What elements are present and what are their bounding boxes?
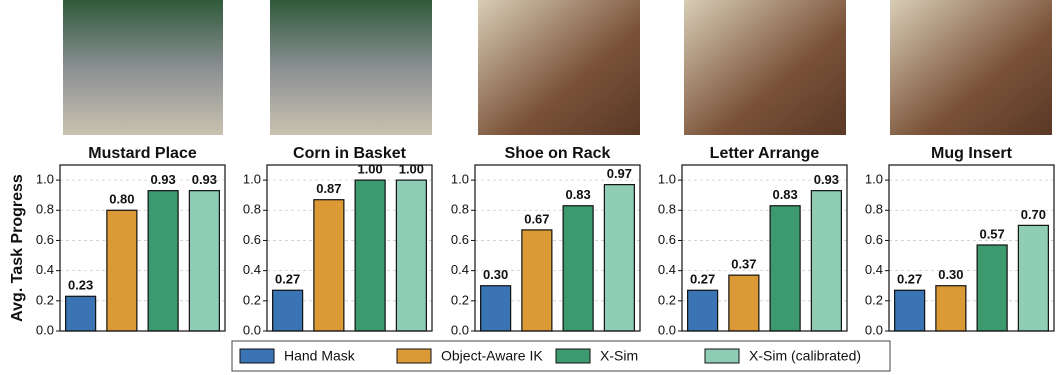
bar bbox=[480, 285, 512, 332]
bar bbox=[106, 209, 138, 332]
value-label: 0.93 bbox=[192, 172, 217, 187]
axes-frame bbox=[59, 164, 226, 332]
value-label: 0.23 bbox=[68, 278, 93, 293]
bar bbox=[769, 205, 801, 332]
photo bbox=[478, 0, 640, 135]
bar bbox=[354, 179, 386, 332]
y-tick-label: 1.0 bbox=[243, 172, 261, 187]
y-tick-label: 1.0 bbox=[658, 172, 676, 187]
y-tick-label: 1.0 bbox=[865, 172, 883, 187]
axes-frame bbox=[266, 164, 433, 332]
value-label: 1.00 bbox=[357, 162, 382, 177]
bar bbox=[728, 274, 760, 332]
bar bbox=[935, 285, 967, 332]
value-label: 0.27 bbox=[897, 272, 922, 287]
value-label: 0.37 bbox=[731, 257, 756, 272]
value-label: 0.30 bbox=[938, 267, 963, 282]
y-tick-label: 0.4 bbox=[243, 262, 261, 277]
chart-title: Letter Arrange bbox=[710, 145, 820, 162]
y-tick-label: 0.2 bbox=[451, 292, 469, 307]
bar bbox=[1017, 224, 1049, 332]
y-tick-label: 0.0 bbox=[451, 322, 469, 337]
photo bbox=[684, 0, 846, 135]
value-label: 0.87 bbox=[316, 181, 341, 196]
y-tick-label: 0.4 bbox=[865, 262, 883, 277]
photo bbox=[63, 0, 223, 135]
value-label: 0.80 bbox=[109, 192, 134, 207]
chart-title: Mug Insert bbox=[931, 145, 1013, 162]
value-label: 0.27 bbox=[690, 272, 715, 287]
y-tick-label: 1.0 bbox=[36, 172, 54, 187]
y-tick-label: 0.6 bbox=[243, 232, 261, 247]
chart-title: Mustard Place bbox=[88, 145, 197, 162]
value-label: 0.93 bbox=[150, 172, 175, 187]
value-label: 0.67 bbox=[524, 211, 549, 226]
value-label: 0.27 bbox=[275, 272, 300, 287]
value-label: 0.30 bbox=[483, 267, 508, 282]
y-tick-label: 0.2 bbox=[243, 292, 261, 307]
bar bbox=[272, 289, 304, 332]
legend-swatch bbox=[239, 348, 275, 364]
legend-label: Hand Mask bbox=[284, 348, 356, 364]
chart-title: Shoe on Rack bbox=[505, 145, 611, 162]
value-label: 0.83 bbox=[565, 187, 590, 202]
bar bbox=[188, 190, 220, 332]
y-tick-label: 0.0 bbox=[243, 322, 261, 337]
y-tick-label: 0.0 bbox=[36, 322, 54, 337]
y-tick-label: 0.6 bbox=[865, 232, 883, 247]
y-tick-label: 0.8 bbox=[36, 202, 54, 217]
photo bbox=[270, 0, 432, 135]
legend-label: X-Sim (calibrated) bbox=[749, 348, 861, 364]
value-label: 0.97 bbox=[607, 166, 632, 181]
value-label: 0.70 bbox=[1021, 207, 1046, 222]
axes-frame bbox=[888, 164, 1055, 332]
y-tick-label: 0.2 bbox=[658, 292, 676, 307]
bar bbox=[65, 295, 97, 332]
legend-label: Object-Aware IK bbox=[441, 348, 543, 364]
photo bbox=[890, 0, 1052, 135]
y-tick-label: 0.4 bbox=[36, 262, 54, 277]
value-label: 1.00 bbox=[399, 162, 424, 177]
y-tick-label: 0.2 bbox=[865, 292, 883, 307]
y-tick-label: 0.8 bbox=[865, 202, 883, 217]
y-axis-label: Avg. Task Progress bbox=[9, 174, 26, 322]
bar bbox=[603, 184, 635, 332]
y-tick-label: 0.6 bbox=[451, 232, 469, 247]
y-tick-label: 0.6 bbox=[36, 232, 54, 247]
legend-swatch bbox=[396, 348, 432, 364]
y-tick-label: 0.2 bbox=[36, 292, 54, 307]
value-label: 0.93 bbox=[814, 172, 839, 187]
bar bbox=[562, 205, 594, 332]
bar bbox=[976, 244, 1008, 332]
bar bbox=[894, 289, 926, 332]
value-label: 0.57 bbox=[979, 226, 1004, 241]
legend-swatch bbox=[555, 348, 591, 364]
bar bbox=[687, 289, 719, 332]
y-tick-label: 0.4 bbox=[658, 262, 676, 277]
axes-frame bbox=[474, 164, 641, 332]
value-label: 0.83 bbox=[772, 187, 797, 202]
y-tick-label: 1.0 bbox=[451, 172, 469, 187]
y-tick-label: 0.6 bbox=[658, 232, 676, 247]
bar bbox=[521, 229, 553, 332]
y-tick-label: 0.0 bbox=[658, 322, 676, 337]
bar bbox=[810, 190, 842, 332]
y-tick-label: 0.8 bbox=[243, 202, 261, 217]
y-tick-label: 0.8 bbox=[658, 202, 676, 217]
chart-title: Corn in Basket bbox=[293, 145, 407, 162]
y-tick-label: 0.0 bbox=[865, 322, 883, 337]
bar bbox=[395, 179, 427, 332]
y-tick-label: 0.8 bbox=[451, 202, 469, 217]
legend-swatch bbox=[704, 348, 740, 364]
y-tick-label: 0.4 bbox=[451, 262, 469, 277]
photos bbox=[63, 0, 1052, 135]
bar bbox=[147, 190, 179, 332]
bar bbox=[313, 199, 345, 332]
axes-frame bbox=[681, 164, 848, 332]
legend-label: X-Sim bbox=[600, 348, 638, 364]
